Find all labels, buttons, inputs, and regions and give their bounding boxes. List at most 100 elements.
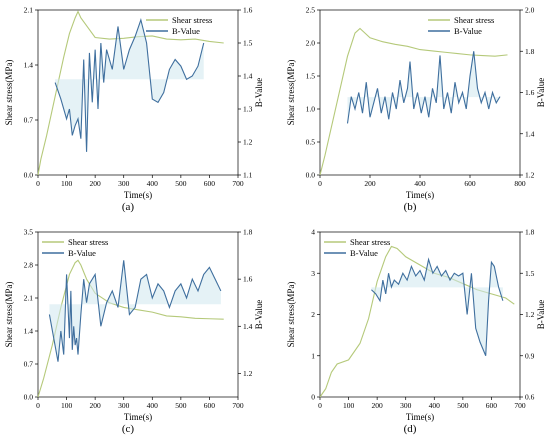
x-tick-label: 100 xyxy=(61,401,73,410)
panel-label: (c) xyxy=(122,423,135,435)
panel-1: 0 100 200 300 400 500 600 700 0.0 0.7 1.4 2.1 1.1 1.2… xyxy=(4,6,264,214)
plot-frame xyxy=(319,9,521,176)
y-tick-label: 2.0 xyxy=(306,39,316,48)
y2-tick-label: 1.8 xyxy=(243,228,253,237)
y2-tick-label: 0.6 xyxy=(525,393,535,402)
x-tick-label: 200 xyxy=(372,401,384,410)
legend-label: Shear stress xyxy=(350,237,390,247)
y2-tick-label: 1.6 xyxy=(243,275,253,284)
y2-tick-label: 1.2 xyxy=(243,138,253,147)
y2-axis-label: B-Value xyxy=(254,78,264,108)
y2-tick-label: 1.2 xyxy=(525,310,535,319)
y2-tick-label: 1.4 xyxy=(243,322,253,331)
legend-label: Shear stress xyxy=(68,237,108,247)
x-tick-label: 300 xyxy=(118,179,130,188)
b-value-line xyxy=(346,51,501,124)
legend-label: Shear stress xyxy=(454,15,494,25)
panel-2: 0 200 400 600 800 0.0 0.5 1.0 1.5 2.0 2.5 1.2 1.4 1.6… xyxy=(286,6,546,214)
b-value-line xyxy=(54,17,205,152)
y2-tick-label: 1.2 xyxy=(243,369,253,378)
x-tick-label: 600 xyxy=(204,179,216,188)
bvalue-fill xyxy=(49,260,221,362)
x-tick-label: 300 xyxy=(118,401,130,410)
y-tick-label: 1 xyxy=(311,351,315,360)
y2-tick-label: 2.0 xyxy=(525,6,535,15)
x-tick-label: 0 xyxy=(36,401,40,410)
y-tick-label: 2.1 xyxy=(24,294,34,303)
x-tick-label: 700 xyxy=(514,401,526,410)
panel-4: 0 100 200 300 400 500 600 700 0 1 2 3 4 0.6 0.9 1.2 1.5 1… xyxy=(286,228,546,436)
y-tick-label: 2 xyxy=(311,310,315,319)
b-value-line xyxy=(371,257,504,356)
panel-label: (b) xyxy=(404,201,417,213)
x-tick-label: 500 xyxy=(175,401,187,410)
x-tick-label: 700 xyxy=(232,401,244,410)
bvalue-fill xyxy=(347,51,500,124)
x-tick-label: 400 xyxy=(414,179,426,188)
x-axis-label: Time(s) xyxy=(406,190,434,200)
plot-frame xyxy=(37,231,239,398)
x-tick-label: 600 xyxy=(204,401,216,410)
x-axis-label: Time(s) xyxy=(406,412,434,422)
y-tick-label: 2.8 xyxy=(24,261,34,270)
y-axis-label: Shear stress(MPa) xyxy=(286,282,296,348)
x-tick-label: 100 xyxy=(343,401,355,410)
y2-tick-label: 1.6 xyxy=(243,6,253,15)
x-tick-label: 200 xyxy=(364,179,376,188)
x-tick-label: 400 xyxy=(147,401,159,410)
y2-tick-label: 1.1 xyxy=(243,171,253,180)
y-tick-label: 1.4 xyxy=(24,61,34,70)
x-tick-label: 0 xyxy=(318,179,322,188)
plot-frame xyxy=(37,9,239,176)
y2-tick-label: 1.5 xyxy=(525,269,535,278)
bvalue-fill xyxy=(371,259,503,356)
y-tick-label: 4 xyxy=(311,228,315,237)
legend-label: B-Value xyxy=(454,26,482,36)
x-tick-label: 700 xyxy=(232,179,244,188)
y2-tick-label: 1.8 xyxy=(525,47,535,56)
x-tick-label: 200 xyxy=(90,179,102,188)
y2-tick-label: 0.9 xyxy=(525,351,535,360)
y-axis-label: Shear stress(MPa) xyxy=(4,60,14,126)
b-value-line xyxy=(48,260,222,362)
y-tick-label: 2.5 xyxy=(306,6,316,15)
y-tick-label: 1.4 xyxy=(24,327,34,336)
y2-tick-label: 1.4 xyxy=(525,129,535,138)
x-tick-label: 500 xyxy=(457,401,469,410)
x-tick-label: 200 xyxy=(90,401,102,410)
x-tick-label: 0 xyxy=(318,401,322,410)
y-tick-label: 1.5 xyxy=(306,72,316,81)
x-tick-label: 400 xyxy=(429,401,441,410)
panel-3: 0 100 200 300 400 500 600 700 0.0 0.7 1.4 2.1 2.8 3.5… xyxy=(4,228,264,436)
x-tick-label: 500 xyxy=(175,179,187,188)
x-axis-label: Time(s) xyxy=(124,190,152,200)
y-tick-label: 3.5 xyxy=(24,228,34,237)
x-tick-label: 300 xyxy=(400,401,412,410)
legend-label: B-Value xyxy=(172,26,200,36)
x-tick-label: 100 xyxy=(61,179,73,188)
y-axis-label: Shear stress(MPa) xyxy=(286,60,296,126)
y-tick-label: 0.7 xyxy=(24,116,34,125)
y2-tick-label: 1.3 xyxy=(243,105,253,114)
shear-stress-line xyxy=(37,10,224,176)
y2-axis-label: B-Value xyxy=(254,300,264,330)
panel-label: (a) xyxy=(122,201,135,213)
y2-tick-label: 1.4 xyxy=(243,72,253,81)
x-tick-label: 600 xyxy=(486,401,498,410)
x-tick-label: 600 xyxy=(464,179,476,188)
y-tick-label: 2.1 xyxy=(24,6,34,15)
x-axis-label: Time(s) xyxy=(124,412,152,422)
y-tick-label: 0 xyxy=(311,393,315,402)
x-tick-label: 800 xyxy=(514,179,526,188)
y2-axis-label: B-Value xyxy=(536,300,546,330)
y-tick-label: 0.0 xyxy=(306,171,316,180)
y-tick-label: 3 xyxy=(311,269,315,278)
y2-tick-label: 1.5 xyxy=(243,39,253,48)
legend-label: Shear stress xyxy=(172,15,212,25)
y2-tick-label: 1.8 xyxy=(525,228,535,237)
legend-label: B-Value xyxy=(350,248,378,258)
x-tick-label: 0 xyxy=(36,179,40,188)
shear-stress-line xyxy=(319,27,508,176)
x-tick-label: 400 xyxy=(147,179,159,188)
